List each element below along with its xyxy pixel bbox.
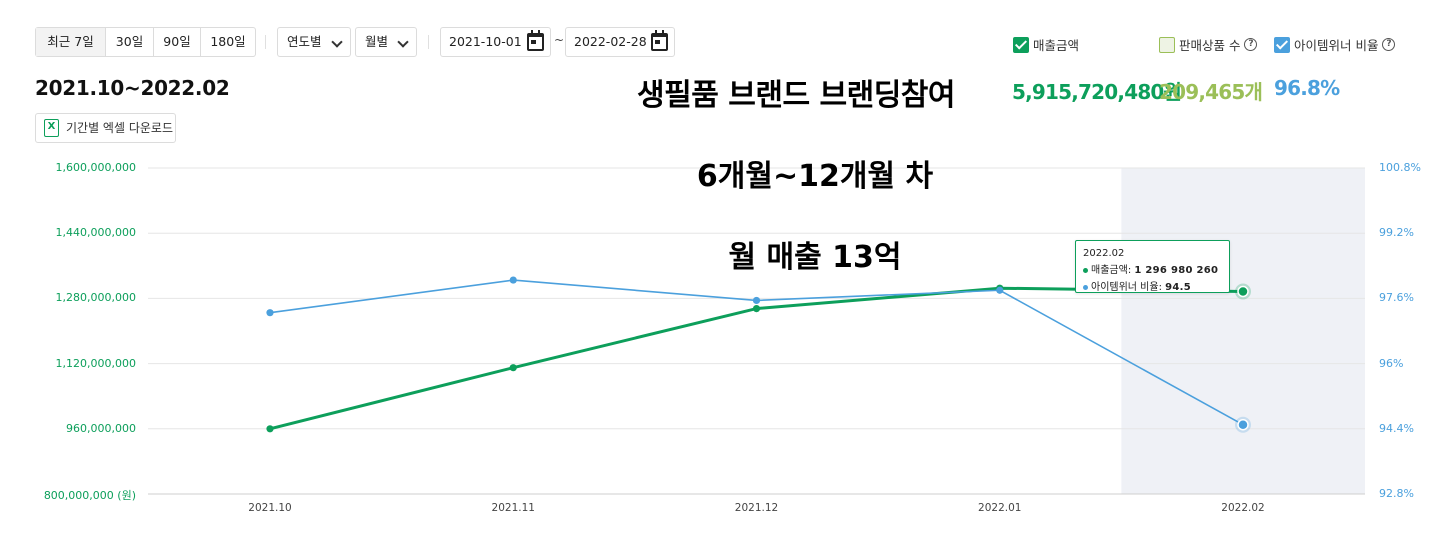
divider <box>265 35 266 49</box>
period-title: 2021.10~2022.02 <box>35 76 230 100</box>
x-tick-label: 2022.02 <box>1221 502 1265 514</box>
data-point <box>752 304 761 313</box>
tooltip-date: 2022.02 <box>1083 248 1125 259</box>
month-select[interactable]: 월별 <box>355 27 417 57</box>
range-30d-button[interactable]: 30일 <box>106 28 154 56</box>
tooltip-sales-label: 매출금액 <box>1091 265 1128 276</box>
help-icon[interactable]: ? <box>1244 38 1258 51</box>
winner-ratio-value: 96.8% <box>1274 76 1340 100</box>
tooltip-sales-value: 1 296 980 260 <box>1134 265 1219 276</box>
year-select-label: 연도별 <box>287 34 322 49</box>
item-winner-toggle-label: 아이템위너 비율 <box>1294 38 1379 53</box>
total-items-value: 209,465개 <box>1159 80 1263 104</box>
date-to-value: 2022-02-28 <box>574 34 647 49</box>
excel-icon: X <box>44 119 59 137</box>
data-point <box>509 364 517 372</box>
tooltip-winner-label: 아이템위너 비율 <box>1091 282 1159 293</box>
total-sales-value: 5,915,720,480원 <box>1012 80 1182 104</box>
range-90d-button[interactable]: 90일 <box>154 28 201 56</box>
dot-icon <box>1083 284 1088 290</box>
y-right-tick-label: 100.8% <box>1379 161 1421 174</box>
data-point <box>509 276 517 284</box>
checkbox-unchecked-icon[interactable] <box>1159 36 1175 53</box>
date-from-value: 2021-10-01 <box>449 34 522 49</box>
tooltip-sales-row: 매출금액: 1 296 980 260 <box>1083 261 1229 276</box>
data-point <box>266 425 274 433</box>
overlay-monthly-sales: 월 매출 13억 <box>728 240 902 275</box>
data-point <box>266 309 274 317</box>
help-icon[interactable]: ? <box>1382 38 1396 51</box>
dot-icon <box>1083 267 1088 273</box>
data-point <box>1237 285 1249 298</box>
data-point <box>996 286 1004 294</box>
x-tick-label: 2021.11 <box>491 502 535 514</box>
excel-download-label: 기간별 엑셀 다운로드 <box>66 121 173 135</box>
y-right-tick-label: 96% <box>1379 356 1404 370</box>
y-right-tick-label: 97.6% <box>1379 291 1414 305</box>
date-from-field[interactable]: 2021-10-01 <box>440 27 551 57</box>
data-point <box>752 296 761 305</box>
y-left-tick-label: 960,000,000 <box>66 421 136 435</box>
y-left-tick-label: 1,280,000,000 <box>55 291 136 305</box>
y-left-tick-label: 800,000,000 (원) <box>43 489 136 502</box>
excel-download-button[interactable]: X 기간별 엑셀 다운로드 <box>35 113 176 143</box>
calendar-icon[interactable] <box>651 30 668 51</box>
items-sold-toggle-label: 판매상품 수 <box>1179 38 1241 53</box>
y-right-tick-label: 92.8% <box>1379 487 1414 500</box>
calendar-icon[interactable] <box>527 30 544 51</box>
data-point <box>1237 418 1249 431</box>
y-left-tick-label: 1,120,000,000 <box>55 356 136 370</box>
items-sold-toggle[interactable]: 판매상품 수 ? <box>1159 35 1258 54</box>
y-right-tick-label: 99.2% <box>1379 226 1414 240</box>
date-range-separator: ~ <box>554 33 565 47</box>
highlight-band <box>1121 168 1365 494</box>
item-winner-toggle[interactable]: 아이템위너 비율 ? <box>1274 35 1396 54</box>
overlay-headline: 생필품 브랜드 브랜딩참여 <box>637 78 956 113</box>
sales-toggle-label: 매출금액 <box>1033 38 1080 53</box>
y-left-tick-label: 1,600,000,000 <box>55 161 136 174</box>
overlay-subheadline: 6개월~12개월 차 <box>696 159 934 194</box>
month-select-label: 월별 <box>365 34 389 49</box>
chart-tooltip: 2022.02 매출금액: 1 296 980 260 아이템위너 비율: 94… <box>1075 240 1230 293</box>
x-tick-label: 2022.01 <box>978 502 1022 514</box>
x-tick-label: 2021.10 <box>248 502 292 514</box>
tooltip-winner-value: 94.5 <box>1165 282 1192 293</box>
range-180d-button[interactable]: 180일 <box>210 34 246 49</box>
range-button-group: 최근 7일 30일 90일 180일 <box>35 27 256 57</box>
year-select[interactable]: 연도별 <box>277 27 351 57</box>
date-to-field[interactable]: 2022-02-28 <box>565 27 675 57</box>
x-tick-label: 2021.12 <box>734 502 779 514</box>
checkbox-checked-icon[interactable] <box>1274 36 1290 53</box>
y-right-tick-label: 94.4% <box>1379 421 1414 435</box>
sales-toggle[interactable]: 매출금액 <box>1013 35 1079 54</box>
range-7d-button[interactable]: 최근 7일 <box>36 28 106 56</box>
tooltip-winner-row: 아이템위너 비율: 94.5 <box>1083 278 1229 293</box>
divider <box>428 35 429 49</box>
y-left-tick-label: 1,440,000,000 <box>55 226 136 240</box>
checkbox-checked-icon[interactable] <box>1013 36 1029 53</box>
